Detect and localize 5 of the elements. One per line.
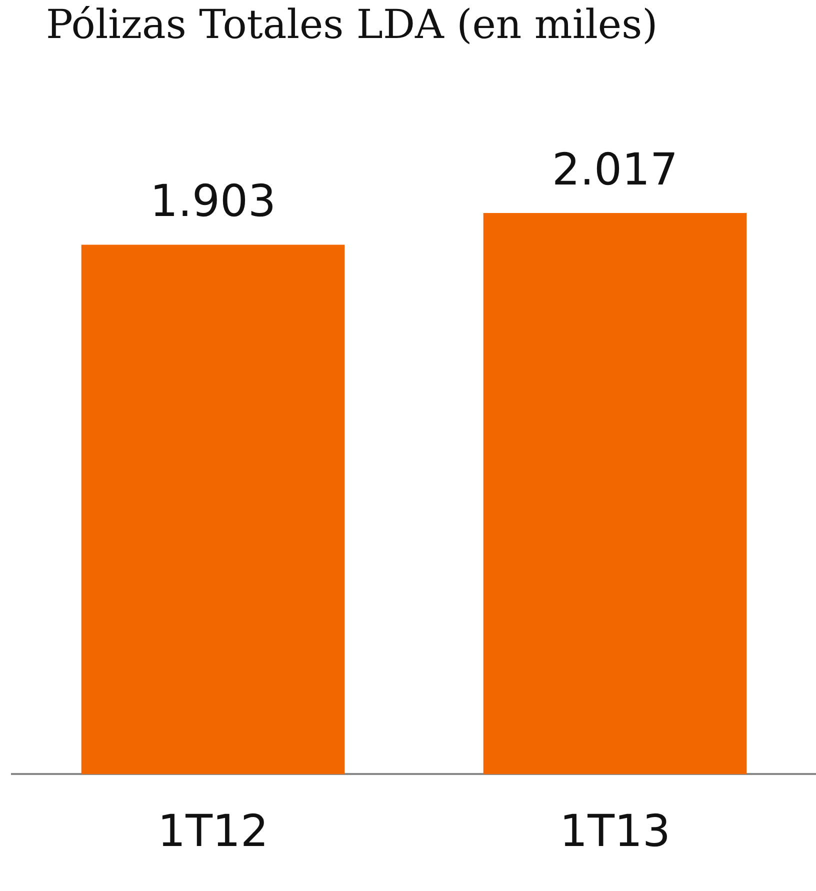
x-tick-label: 1T12 <box>158 806 268 858</box>
x-tick-label: 1T13 <box>560 806 670 858</box>
data-label: 1.903 <box>150 176 276 228</box>
chart-title: Pólizas Totales LDA (en miles) <box>46 2 658 48</box>
data-label: 2.017 <box>552 144 678 196</box>
